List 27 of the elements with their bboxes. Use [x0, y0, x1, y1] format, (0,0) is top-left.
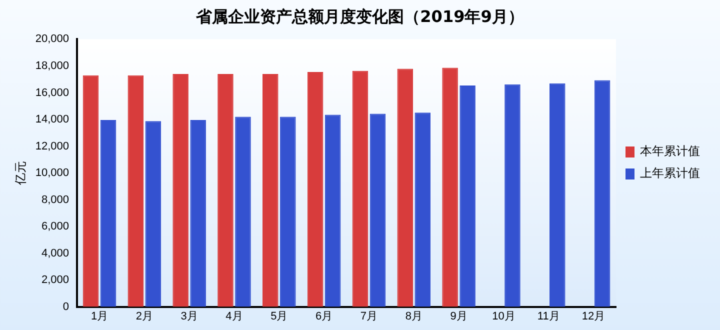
y-tick-label: 6,000	[42, 220, 70, 233]
y-tick-label: 0	[62, 300, 70, 313]
x-tick-label: 9月	[450, 310, 468, 322]
y-axis-title: 亿元	[14, 161, 28, 186]
y-tick-label: 14,000	[35, 114, 70, 126]
y-tick-label: 2,000	[42, 274, 70, 286]
y-tick-label: 16,000	[35, 86, 70, 99]
x-tick-label: 3月	[180, 310, 198, 322]
legend-label: 上年累计值	[640, 166, 700, 180]
x-tick-label: 4月	[226, 310, 243, 322]
x-tick-label: 7月	[360, 310, 378, 322]
chart-title: 省属企业资产总额月度变化图（2019年9月）	[195, 6, 524, 26]
y-tick-label: 10,000	[35, 167, 70, 180]
x-tick-label: 6月	[316, 310, 333, 322]
x-tick-label: 2月	[136, 310, 153, 322]
legend-label: 本年累计值	[640, 144, 700, 158]
y-tick-label: 18,000	[35, 60, 70, 72]
y-tick-label: 4,000	[42, 247, 70, 260]
x-tick-label: 10月	[492, 310, 516, 322]
x-tick-label: 11月	[537, 310, 560, 322]
y-tick-label: 8,000	[42, 194, 70, 206]
x-tick-label: 12月	[582, 310, 606, 322]
x-tick-label: 5月	[270, 310, 288, 322]
x-tick-label: 1月	[90, 310, 108, 322]
x-tick-label: 8月	[405, 310, 422, 322]
y-tick-label: 12,000	[35, 140, 70, 152]
y-tick-label: 20,000	[35, 33, 70, 46]
